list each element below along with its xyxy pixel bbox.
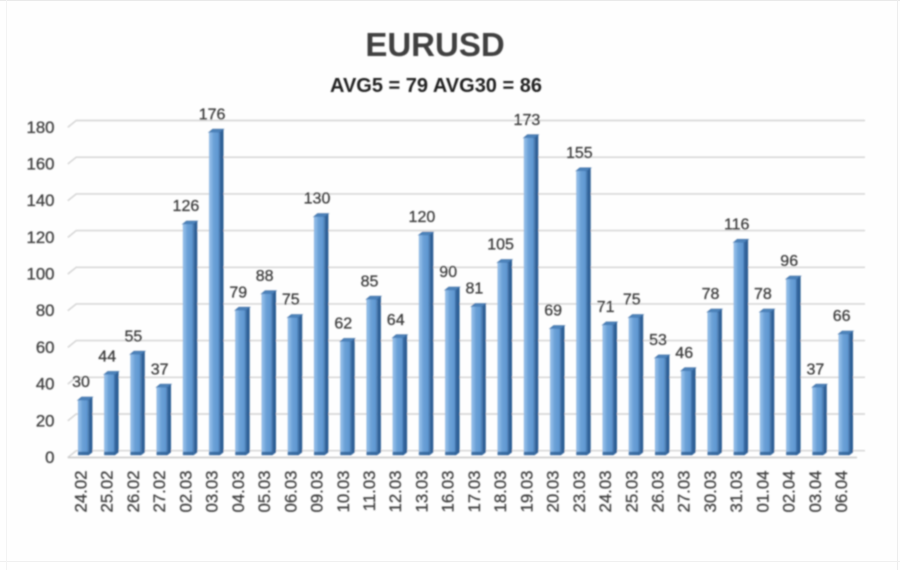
svg-text:EURUSD: EURUSD xyxy=(365,26,504,63)
svg-text:120: 120 xyxy=(27,228,55,247)
svg-text:17.03: 17.03 xyxy=(465,471,484,513)
svg-text:10.03: 10.03 xyxy=(334,471,353,513)
svg-text:40: 40 xyxy=(36,375,55,394)
svg-text:44: 44 xyxy=(98,349,116,366)
svg-text:140: 140 xyxy=(27,191,55,210)
svg-text:78: 78 xyxy=(702,286,720,303)
svg-text:25.03: 25.03 xyxy=(622,471,641,513)
svg-text:01.04: 01.04 xyxy=(753,471,772,513)
svg-text:30: 30 xyxy=(72,374,90,391)
svg-text:80: 80 xyxy=(36,301,55,320)
svg-text:05.03: 05.03 xyxy=(255,471,274,513)
svg-text:37: 37 xyxy=(807,361,825,378)
svg-text:69: 69 xyxy=(544,303,562,320)
svg-text:12.03: 12.03 xyxy=(386,471,405,513)
svg-text:27.03: 27.03 xyxy=(675,471,694,513)
svg-text:06.03: 06.03 xyxy=(281,471,300,513)
svg-text:20.03: 20.03 xyxy=(544,471,563,513)
svg-text:79: 79 xyxy=(229,284,247,301)
svg-text:20: 20 xyxy=(36,411,55,430)
svg-text:30.03: 30.03 xyxy=(701,471,720,513)
svg-text:60: 60 xyxy=(36,338,55,357)
svg-text:100: 100 xyxy=(27,265,55,284)
svg-text:53: 53 xyxy=(649,332,667,349)
svg-text:23.03: 23.03 xyxy=(570,471,589,513)
svg-text:105: 105 xyxy=(487,237,514,254)
svg-text:27.02: 27.02 xyxy=(150,471,169,513)
svg-text:62: 62 xyxy=(334,316,352,333)
svg-text:16.03: 16.03 xyxy=(439,471,458,513)
svg-text:06.04: 06.04 xyxy=(832,471,851,513)
svg-text:88: 88 xyxy=(256,268,274,285)
svg-text:66: 66 xyxy=(833,308,851,325)
svg-text:78: 78 xyxy=(754,286,772,303)
svg-text:90: 90 xyxy=(439,264,457,281)
svg-text:75: 75 xyxy=(623,292,641,309)
svg-text:120: 120 xyxy=(409,209,436,226)
svg-text:71: 71 xyxy=(597,299,615,316)
svg-text:02.04: 02.04 xyxy=(780,471,799,513)
svg-text:130: 130 xyxy=(304,191,331,208)
svg-text:13.03: 13.03 xyxy=(412,471,431,513)
svg-text:75: 75 xyxy=(282,292,300,309)
svg-text:09.03: 09.03 xyxy=(308,471,327,513)
svg-text:26.02: 26.02 xyxy=(124,471,143,513)
svg-text:31.03: 31.03 xyxy=(727,471,746,513)
svg-text:18.03: 18.03 xyxy=(491,471,510,513)
svg-text:0: 0 xyxy=(45,448,54,467)
svg-text:96: 96 xyxy=(780,253,798,270)
svg-text:37: 37 xyxy=(151,361,169,378)
svg-text:04.03: 04.03 xyxy=(229,471,248,513)
svg-text:176: 176 xyxy=(199,106,226,123)
svg-text:81: 81 xyxy=(466,281,484,298)
svg-text:160: 160 xyxy=(27,155,55,174)
svg-text:116: 116 xyxy=(724,216,750,233)
svg-text:03.03: 03.03 xyxy=(203,471,222,513)
svg-text:25.02: 25.02 xyxy=(98,471,117,513)
svg-text:155: 155 xyxy=(566,145,593,162)
svg-text:AVG5 = 79 AVG30 = 86: AVG5 = 79 AVG30 = 86 xyxy=(330,75,542,97)
svg-text:55: 55 xyxy=(125,328,143,345)
svg-text:85: 85 xyxy=(361,273,379,290)
svg-text:19.03: 19.03 xyxy=(517,471,536,513)
svg-text:03.04: 03.04 xyxy=(806,471,825,513)
svg-text:64: 64 xyxy=(387,312,405,329)
svg-text:24.02: 24.02 xyxy=(72,471,91,513)
svg-text:26.03: 26.03 xyxy=(649,471,668,513)
svg-text:173: 173 xyxy=(514,112,541,129)
svg-text:11.03: 11.03 xyxy=(360,471,379,512)
svg-text:46: 46 xyxy=(675,345,693,362)
svg-text:180: 180 xyxy=(27,118,55,137)
svg-text:126: 126 xyxy=(173,198,200,215)
svg-text:24.03: 24.03 xyxy=(596,471,615,513)
svg-text:02.03: 02.03 xyxy=(176,471,195,513)
